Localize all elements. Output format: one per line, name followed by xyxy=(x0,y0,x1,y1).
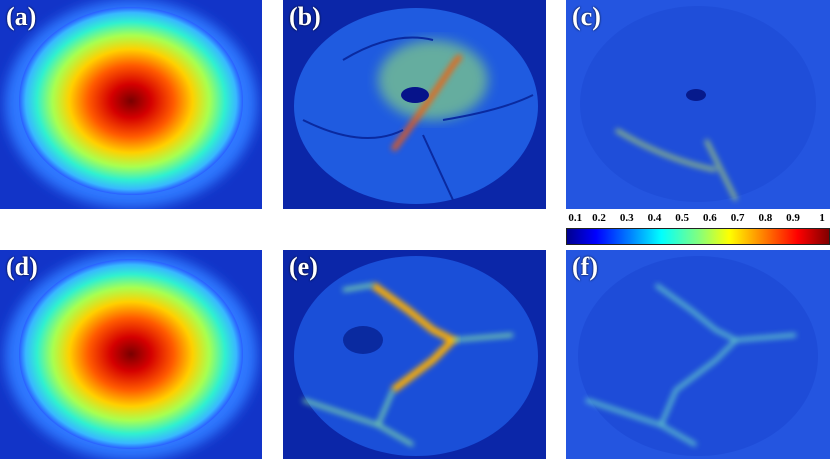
panel-label: (a) xyxy=(6,2,37,31)
colorbar-tick: 1 xyxy=(819,212,825,224)
panel-label: (f) xyxy=(572,252,598,281)
panel-d: (d) xyxy=(0,250,262,459)
colorbar-tick: 0.3 xyxy=(619,212,634,224)
panel-label: (e) xyxy=(289,252,318,281)
heatmap-a xyxy=(0,0,262,209)
colorbar-tick: 0.7 xyxy=(730,212,745,224)
panel-label: (d) xyxy=(6,252,38,281)
panel-label: (c) xyxy=(572,2,601,31)
heatmap-d xyxy=(0,250,262,459)
panel-e: (e) xyxy=(283,250,546,459)
colorbar-tick: 0.5 xyxy=(675,212,690,224)
heatmap-b xyxy=(283,0,546,209)
panel-f: (f) xyxy=(566,250,830,459)
colorbar-tick: 0.9 xyxy=(786,212,800,224)
colorbar-ticks: 0.1 0.2 0.3 0.4 0.5 0.6 0.7 0.8 0.9 1 xyxy=(566,212,830,226)
colorbar: 0.1 0.2 0.3 0.4 0.5 0.6 0.7 0.8 0.9 1 xyxy=(566,209,830,250)
heatmap-c xyxy=(566,0,830,209)
panel-b: (b) xyxy=(283,0,546,209)
heatmap-f xyxy=(566,250,830,459)
colorbar-tick: 0.1 xyxy=(568,212,583,224)
panel-a: (a) xyxy=(0,0,262,209)
panel-c: (c) xyxy=(566,0,830,209)
colorbar-tick: 0.8 xyxy=(758,212,773,224)
colorbar-tick: 0.2 xyxy=(592,212,606,224)
panel-label: (b) xyxy=(289,2,321,31)
colorbar-gradient xyxy=(566,228,830,245)
colorbar-tick: 0.6 xyxy=(703,212,717,224)
colorbar-tick: 0.4 xyxy=(647,212,662,224)
heatmap-e xyxy=(283,250,546,459)
